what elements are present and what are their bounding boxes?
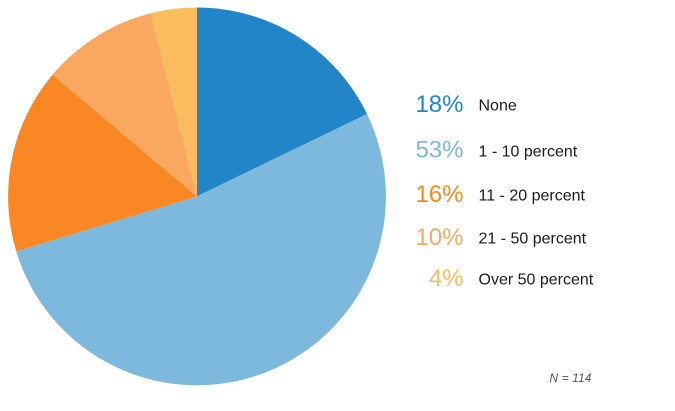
svg-text:N = 114: N = 114 bbox=[550, 371, 592, 385]
svg-text:4%: 4% bbox=[429, 265, 464, 292]
svg-text:Over 50 percent: Over 50 percent bbox=[479, 271, 594, 288]
svg-text:21 - 50 percent: 21 - 50 percent bbox=[479, 230, 587, 247]
svg-text:None: None bbox=[479, 98, 517, 115]
svg-text:53%: 53% bbox=[415, 137, 463, 164]
svg-text:1 - 10 percent: 1 - 10 percent bbox=[479, 143, 578, 160]
svg-text:18%: 18% bbox=[415, 91, 463, 118]
svg-text:10%: 10% bbox=[415, 224, 463, 251]
svg-text:11 - 20 percent: 11 - 20 percent bbox=[479, 188, 586, 205]
svg-text:16%: 16% bbox=[415, 181, 463, 208]
